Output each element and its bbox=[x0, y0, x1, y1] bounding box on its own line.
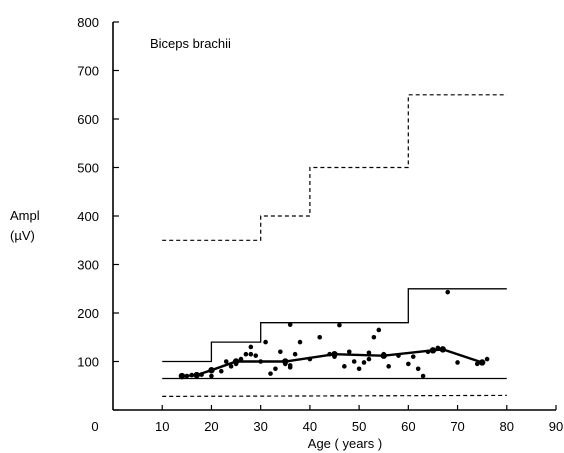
y-axis-label-line1: Ampl bbox=[10, 208, 40, 223]
data-point bbox=[244, 352, 249, 357]
data-point bbox=[268, 371, 273, 376]
x-tick-label: 30 bbox=[253, 419, 267, 434]
x-tick-label: 60 bbox=[401, 419, 415, 434]
mean-point bbox=[479, 359, 485, 365]
data-point bbox=[377, 328, 382, 333]
data-point bbox=[337, 323, 342, 328]
x-tick-label: 70 bbox=[450, 419, 464, 434]
data-point bbox=[308, 357, 313, 362]
data-point bbox=[406, 362, 411, 367]
data-point bbox=[347, 350, 352, 355]
data-point bbox=[249, 352, 254, 357]
data-point bbox=[416, 366, 421, 371]
data-point bbox=[180, 375, 185, 380]
data-point bbox=[283, 362, 288, 367]
tick-labels: 100 200 300 400 500 600 700 800 0 10 20 30 40 50 60 70 8… bbox=[77, 15, 563, 434]
data-point bbox=[386, 364, 391, 369]
y-tick-label: 200 bbox=[77, 306, 99, 321]
data-point bbox=[485, 357, 490, 362]
data-point bbox=[367, 350, 372, 355]
data-point bbox=[258, 359, 263, 364]
y-tick-label: 800 bbox=[77, 15, 99, 30]
data-point bbox=[411, 354, 416, 359]
x-axis-label: Age ( years ) bbox=[308, 436, 382, 451]
data-point bbox=[288, 322, 293, 327]
data-point bbox=[455, 360, 460, 365]
x-tick-label: 40 bbox=[303, 419, 317, 434]
data-point bbox=[185, 374, 190, 379]
data-point bbox=[288, 363, 293, 368]
data-point bbox=[249, 345, 254, 350]
x-tick-label: 0 bbox=[91, 419, 98, 434]
data-point bbox=[229, 364, 234, 369]
y-tick-label: 700 bbox=[77, 64, 99, 79]
data-point bbox=[332, 354, 337, 359]
data-point bbox=[263, 340, 268, 345]
data-point bbox=[445, 290, 450, 295]
x-tick-label: 50 bbox=[352, 419, 366, 434]
data-point bbox=[396, 353, 401, 358]
y-tick-label: 400 bbox=[77, 209, 99, 224]
y-tick-label: 100 bbox=[77, 355, 99, 370]
data-point bbox=[362, 360, 367, 365]
y-axis-label-line2: (µV) bbox=[10, 228, 35, 243]
data-point bbox=[209, 374, 214, 379]
data-point bbox=[189, 373, 194, 378]
data-point bbox=[421, 374, 426, 379]
upper-limit-line bbox=[162, 95, 507, 241]
data-point bbox=[426, 350, 431, 355]
data-point bbox=[352, 359, 357, 364]
data-point bbox=[278, 350, 283, 355]
mean-point bbox=[208, 367, 214, 373]
x-tick-label: 20 bbox=[204, 419, 218, 434]
data-point bbox=[234, 362, 239, 367]
data-point bbox=[199, 372, 204, 377]
data-point bbox=[357, 366, 362, 371]
mean-point bbox=[430, 347, 436, 353]
x-tick-label: 90 bbox=[549, 419, 563, 434]
chart-title: Biceps brachii bbox=[150, 36, 231, 51]
data-point bbox=[219, 369, 224, 374]
data-point bbox=[372, 335, 377, 340]
data-point bbox=[239, 357, 244, 362]
data-point bbox=[298, 340, 303, 345]
data-point bbox=[475, 362, 480, 367]
upper-range-line bbox=[162, 289, 507, 362]
data-point bbox=[342, 364, 347, 369]
data-point bbox=[293, 352, 298, 357]
data-point bbox=[327, 352, 332, 357]
data-point bbox=[367, 357, 372, 362]
data-point bbox=[273, 366, 278, 371]
data-point bbox=[436, 346, 441, 351]
mean-point bbox=[440, 346, 446, 352]
data-point bbox=[224, 359, 229, 364]
mean-point bbox=[193, 372, 199, 378]
lower-limit-line bbox=[162, 395, 507, 396]
data-point bbox=[317, 335, 322, 340]
x-tick-label: 10 bbox=[155, 419, 169, 434]
y-tick-label: 500 bbox=[77, 161, 99, 176]
y-tick-label: 600 bbox=[77, 112, 99, 127]
data-point bbox=[253, 353, 258, 358]
data-point bbox=[381, 352, 386, 357]
x-tick-label: 80 bbox=[500, 419, 514, 434]
y-tick-label: 300 bbox=[77, 258, 99, 273]
